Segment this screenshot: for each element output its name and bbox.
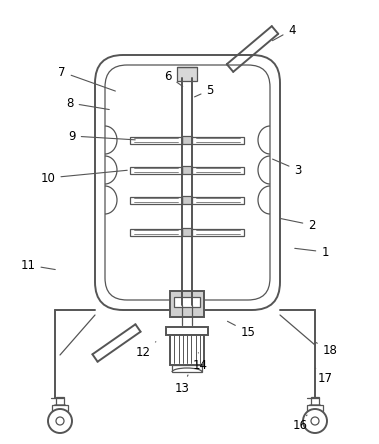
- Bar: [182, 136, 192, 144]
- Text: 18: 18: [315, 342, 337, 357]
- Circle shape: [303, 409, 327, 433]
- Bar: [192, 167, 244, 174]
- Bar: [192, 137, 244, 144]
- Bar: [170, 291, 204, 317]
- Bar: [130, 167, 182, 174]
- Text: 14: 14: [193, 353, 207, 372]
- Text: 11: 11: [20, 258, 55, 271]
- Bar: [172, 365, 202, 372]
- Text: 5: 5: [194, 83, 214, 97]
- Text: 3: 3: [273, 159, 302, 177]
- Bar: [130, 197, 182, 204]
- Bar: [56, 397, 64, 405]
- Bar: [166, 327, 208, 335]
- Text: 1: 1: [295, 246, 329, 258]
- Text: 16: 16: [293, 415, 307, 432]
- Bar: [307, 405, 323, 411]
- Text: 10: 10: [41, 170, 127, 185]
- Bar: [182, 166, 192, 174]
- Text: 15: 15: [227, 321, 255, 338]
- Text: 7: 7: [58, 66, 115, 91]
- Text: 12: 12: [136, 342, 156, 358]
- FancyBboxPatch shape: [105, 65, 270, 300]
- Bar: [192, 229, 244, 236]
- Bar: [130, 137, 182, 144]
- Bar: [311, 397, 319, 405]
- Bar: [130, 229, 182, 236]
- Bar: [182, 196, 192, 204]
- Circle shape: [56, 417, 64, 425]
- Circle shape: [48, 409, 72, 433]
- Text: 9: 9: [68, 130, 135, 143]
- Text: 13: 13: [175, 375, 190, 395]
- Text: 6: 6: [164, 70, 183, 87]
- Text: 2: 2: [281, 218, 316, 231]
- Text: 17: 17: [315, 368, 332, 385]
- Bar: [192, 197, 244, 204]
- Text: 8: 8: [66, 96, 109, 110]
- Circle shape: [311, 417, 319, 425]
- Bar: [170, 335, 204, 365]
- Bar: [177, 67, 197, 81]
- Bar: [52, 405, 68, 411]
- FancyBboxPatch shape: [95, 55, 280, 310]
- Bar: [182, 228, 192, 236]
- Text: 4: 4: [273, 24, 296, 41]
- Bar: [174, 297, 200, 307]
